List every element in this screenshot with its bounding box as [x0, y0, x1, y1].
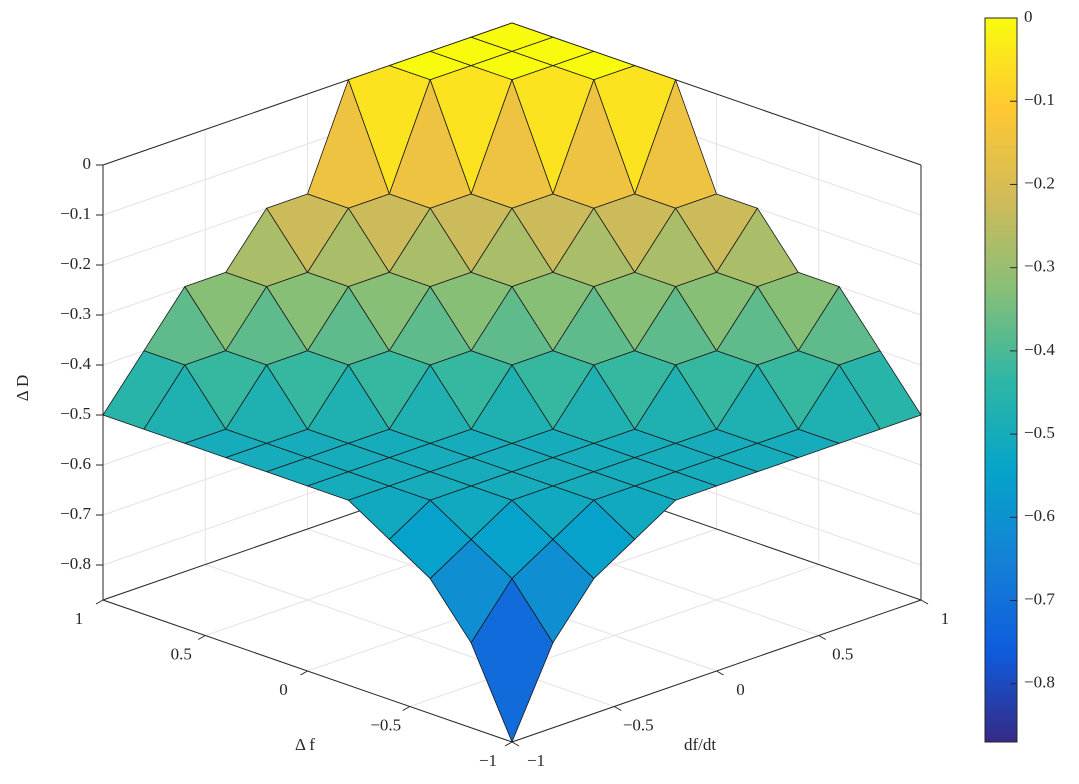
- tick-mark: [614, 706, 622, 711]
- colorbar-tick-label: −0.6: [1024, 506, 1055, 525]
- tick-mark: [504, 741, 513, 747]
- colorbar-tick-label: −0.5: [1024, 423, 1055, 442]
- colorbar-tick-label: −0.7: [1024, 589, 1055, 608]
- tick-mark: [511, 741, 520, 747]
- colorbar-ticks: −0.8 −0.7 −0.6 −0.5 −0.4 −0.3 −0.2 −0.1 0: [1010, 7, 1055, 692]
- z-tick-label: −0.8: [60, 554, 91, 573]
- tick-mark: [716, 670, 724, 676]
- z-axis-label: Δ D: [13, 375, 32, 402]
- y-tick-label: 1: [75, 609, 84, 628]
- labels: Δ f df/dt Δ D −0.8 −0.7 −0.6 −0.5 −0.4 −0.3 −0…: [13, 154, 949, 770]
- y-tick-label: −1: [479, 751, 497, 770]
- colorbar-tick-label: −0.8: [1024, 673, 1055, 692]
- y-axis-label: Δ f: [295, 735, 315, 754]
- z-tick-label: −0.5: [60, 404, 91, 423]
- colorbar-tick-label: −0.1: [1024, 90, 1055, 109]
- z-tick-label: −0.1: [60, 204, 91, 223]
- tick-mark: [300, 670, 308, 676]
- colorbar-tick-label: −0.2: [1024, 173, 1055, 192]
- x-tick-label: −0.5: [623, 715, 654, 734]
- tick-mark: [818, 635, 826, 640]
- colorbar-tick-label: 0: [1024, 7, 1033, 26]
- x-tick-label: −1: [527, 751, 545, 770]
- colorbar: [984, 17, 1018, 743]
- grid-line: [409, 564, 819, 707]
- y-tick-label: −0.5: [370, 715, 401, 734]
- z-tick-label: 0: [83, 154, 92, 173]
- z-tick-label: −0.7: [60, 504, 91, 523]
- z-tick-label: −0.3: [60, 304, 91, 323]
- tick-mark: [402, 706, 410, 711]
- tick-mark: [920, 599, 929, 605]
- x-tick-label: 1: [941, 609, 950, 628]
- colorbar-tick-label: −0.3: [1024, 257, 1055, 276]
- x-tick-label: 0: [736, 680, 745, 699]
- z-tick-label: −0.4: [60, 354, 91, 373]
- surface-face: [470, 578, 554, 743]
- tick-mark: [95, 599, 104, 605]
- z-tick-label: −0.6: [60, 454, 91, 473]
- x-axis-label: df/dt: [684, 735, 716, 754]
- tick-mark: [198, 635, 206, 640]
- z-tick-label: −0.2: [60, 254, 91, 273]
- x-tick-label: 0.5: [832, 644, 853, 663]
- colorbar-tick-label: −0.4: [1024, 340, 1055, 359]
- y-tick-label: 0.5: [171, 644, 192, 663]
- surface: [102, 22, 922, 743]
- y-tick-label: 0: [279, 680, 288, 699]
